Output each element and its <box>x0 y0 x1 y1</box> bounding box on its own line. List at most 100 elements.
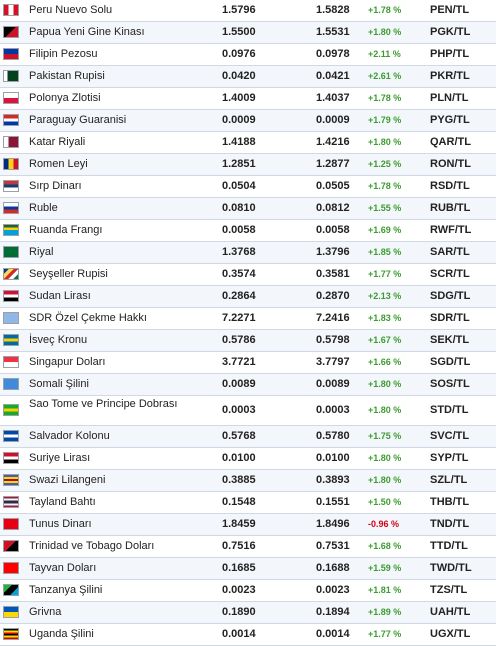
currency-row[interactable]: Uganda Şilini 0.0014 0.0014 +1.77 % UGX/TL <box>0 624 496 646</box>
currency-row[interactable]: Tayland Bahtı 0.1548 0.1551 +1.50 % THB/TL <box>0 492 496 514</box>
currency-name[interactable]: Tunus Dinarı <box>29 518 92 530</box>
currency-code[interactable]: SCR/TL <box>430 268 470 280</box>
currency-row[interactable]: Filipin Pezosu 0.0976 0.0978 +2.11 % PHP/TL <box>0 44 496 66</box>
currency-name[interactable]: Peru Nuevo Solu <box>29 4 113 16</box>
currency-code[interactable]: RUB/TL <box>430 202 471 214</box>
currency-code[interactable]: TND/TL <box>430 518 470 530</box>
currency-code[interactable]: SGD/TL <box>430 356 471 368</box>
currency-row[interactable]: Tunus Dinarı 1.8459 1.8496 -0.96 % TND/TL <box>0 514 496 536</box>
sell-rate: 1.8496 <box>316 518 350 530</box>
currency-row[interactable]: Sudan Lirası 0.2864 0.2870 +2.13 % SDG/TL <box>0 286 496 308</box>
currency-name[interactable]: Ruanda Frangı <box>29 224 103 236</box>
currency-code[interactable]: PEN/TL <box>430 4 470 16</box>
currency-name[interactable]: Trinidad ve Tobago Doları <box>29 540 155 552</box>
sudan-flag-icon <box>3 290 19 302</box>
change-percent: +1.59 % <box>368 563 402 573</box>
currency-name[interactable]: Riyal <box>29 246 54 258</box>
currency-code[interactable]: SEK/TL <box>430 334 470 346</box>
currency-row[interactable]: Peru Nuevo Solu 1.5796 1.5828 +1.78 % PEN/TL <box>0 0 496 22</box>
currency-name[interactable]: Uganda Şilini <box>29 628 94 640</box>
currency-row[interactable]: SDR Özel Çekme Hakkı 7.2271 7.2416 +1.83 % S… <box>0 308 496 330</box>
currency-code[interactable]: PHP/TL <box>430 48 470 60</box>
currency-name[interactable]: Singapur Doları <box>29 356 106 368</box>
currency-row[interactable]: Ruble 0.0810 0.0812 +1.55 % RUB/TL <box>0 198 496 220</box>
currency-row[interactable]: Polonya Zlotisi 1.4009 1.4037 +1.78 % PLN/TL <box>0 88 496 110</box>
currency-name[interactable]: Filipin Pezosu <box>29 48 98 60</box>
currency-name[interactable]: Salvador Kolonu <box>29 430 110 442</box>
currency-row[interactable]: Ruanda Frangı 0.0058 0.0058 +1.69 % RWF/TL <box>0 220 496 242</box>
currency-row[interactable]: Romen Leyi 1.2851 1.2877 +1.25 % RON/TL <box>0 154 496 176</box>
currency-row[interactable]: Grivna 0.1890 0.1894 +1.89 % UAH/TL <box>0 602 496 624</box>
currency-code[interactable]: RSD/TL <box>430 180 470 192</box>
currency-row[interactable]: Katar Riyali 1.4188 1.4216 +1.80 % QAR/TL <box>0 132 496 154</box>
currency-code[interactable]: RON/TL <box>430 158 471 170</box>
currency-name[interactable]: Sırp Dinarı <box>29 180 82 192</box>
currency-code[interactable]: SOS/TL <box>430 378 470 390</box>
currency-row[interactable]: İsveç Kronu 0.5786 0.5798 +1.67 % SEK/TL <box>0 330 496 352</box>
currency-code[interactable]: TWD/TL <box>430 562 472 574</box>
currency-name[interactable]: Tanzanya Şilini <box>29 584 103 596</box>
buy-rate: 0.2864 <box>222 290 256 302</box>
currency-row[interactable]: Sırp Dinarı 0.0504 0.0505 +1.78 % RSD/TL <box>0 176 496 198</box>
currency-name[interactable]: Sao Tome ve Principe Dobrası <box>29 398 178 410</box>
currency-name[interactable]: Romen Leyi <box>29 158 88 170</box>
currency-name[interactable]: Somali Şilini <box>29 378 89 390</box>
currency-code[interactable]: STD/TL <box>430 404 469 416</box>
currency-code[interactable]: PLN/TL <box>430 92 469 104</box>
sell-rate: 0.0014 <box>316 628 350 640</box>
currency-row[interactable]: Pakistan Rupisi 0.0420 0.0421 +2.61 % PKR/TL <box>0 66 496 88</box>
currency-row[interactable]: Sao Tome ve Principe Dobrası 0.0003 0.0003… <box>0 396 496 426</box>
currency-code[interactable]: SDG/TL <box>430 290 471 302</box>
currency-code[interactable]: PKR/TL <box>430 70 470 82</box>
currency-row[interactable]: Salvador Kolonu 0.5768 0.5780 +1.75 % SVC/TL <box>0 426 496 448</box>
currency-code[interactable]: QAR/TL <box>430 136 471 148</box>
currency-code[interactable]: PYG/TL <box>430 114 470 126</box>
currency-name[interactable]: Grivna <box>29 606 62 618</box>
currency-code[interactable]: SDR/TL <box>430 312 470 324</box>
currency-name[interactable]: Tayland Bahtı <box>29 496 96 508</box>
change-percent: +2.13 % <box>368 291 402 301</box>
currency-code[interactable]: TZS/TL <box>430 584 468 596</box>
change-percent: +1.68 % <box>368 541 402 551</box>
uganda-flag-icon <box>3 628 19 640</box>
currency-code[interactable]: UGX/TL <box>430 628 471 640</box>
currency-code[interactable]: TTD/TL <box>430 540 468 552</box>
currency-code[interactable]: SVC/TL <box>430 430 470 442</box>
philippines-flag-icon <box>3 48 19 60</box>
currency-code[interactable]: SYP/TL <box>430 452 469 464</box>
currency-row[interactable]: Riyal 1.3768 1.3796 +1.85 % SAR/TL <box>0 242 496 264</box>
currency-name[interactable]: Swazi Lilangeni <box>29 474 106 486</box>
currency-row[interactable]: Paraguay Guaranisi 0.0009 0.0009 +1.79 % PYG… <box>0 110 496 132</box>
currency-code[interactable]: THB/TL <box>430 496 470 508</box>
currency-row[interactable]: Trinidad ve Tobago Doları 0.7516 0.7531 +1.… <box>0 536 496 558</box>
currency-name[interactable]: Papua Yeni Gine Kinası <box>29 26 145 38</box>
currency-code[interactable]: UAH/TL <box>430 606 471 618</box>
currency-row[interactable]: Somali Şilini 0.0089 0.0089 +1.80 % SOS/TL <box>0 374 496 396</box>
currency-code[interactable]: SAR/TL <box>430 246 470 258</box>
sweden-flag-icon <box>3 334 19 346</box>
pakistan-flag-icon <box>3 70 19 82</box>
currency-name[interactable]: Ruble <box>29 202 58 214</box>
currency-row[interactable]: Singapur Doları 3.7721 3.7797 +1.66 % SGD/TL <box>0 352 496 374</box>
currency-row[interactable]: Tayvan Doları 0.1685 0.1688 +1.59 % TWD/TL <box>0 558 496 580</box>
currency-code[interactable]: SZL/TL <box>430 474 468 486</box>
currency-name[interactable]: İsveç Kronu <box>29 334 88 346</box>
currency-name[interactable]: Paraguay Guaranisi <box>29 114 127 126</box>
currency-row[interactable]: Seyşeller Rupisi 0.3574 0.3581 +1.77 % SCR/T… <box>0 264 496 286</box>
change-percent: +1.77 % <box>368 269 402 279</box>
currency-name[interactable]: Suriye Lirası <box>29 452 91 464</box>
currency-name[interactable]: Polonya Zlotisi <box>29 92 101 104</box>
currency-code[interactable]: RWF/TL <box>430 224 472 236</box>
currency-row[interactable]: Tanzanya Şilini 0.0023 0.0023 +1.81 % TZS/TL <box>0 580 496 602</box>
currency-name[interactable]: Sudan Lirası <box>29 290 91 302</box>
currency-row[interactable]: Papua Yeni Gine Kinası 1.5500 1.5531 +1.80 … <box>0 22 496 44</box>
currency-name[interactable]: Pakistan Rupisi <box>29 70 105 82</box>
currency-name[interactable]: Tayvan Doları <box>29 562 97 574</box>
currency-name[interactable]: Katar Riyali <box>29 136 86 148</box>
currency-row[interactable]: Swazi Lilangeni 0.3885 0.3893 +1.80 % SZL/TL <box>0 470 496 492</box>
currency-row[interactable]: Suriye Lirası 0.0100 0.0100 +1.80 % SYP/TL <box>0 448 496 470</box>
currency-code[interactable]: PGK/TL <box>430 26 471 38</box>
change-percent: +1.67 % <box>368 335 402 345</box>
currency-name[interactable]: SDR Özel Çekme Hakkı <box>29 312 147 324</box>
currency-name[interactable]: Seyşeller Rupisi <box>29 268 108 280</box>
